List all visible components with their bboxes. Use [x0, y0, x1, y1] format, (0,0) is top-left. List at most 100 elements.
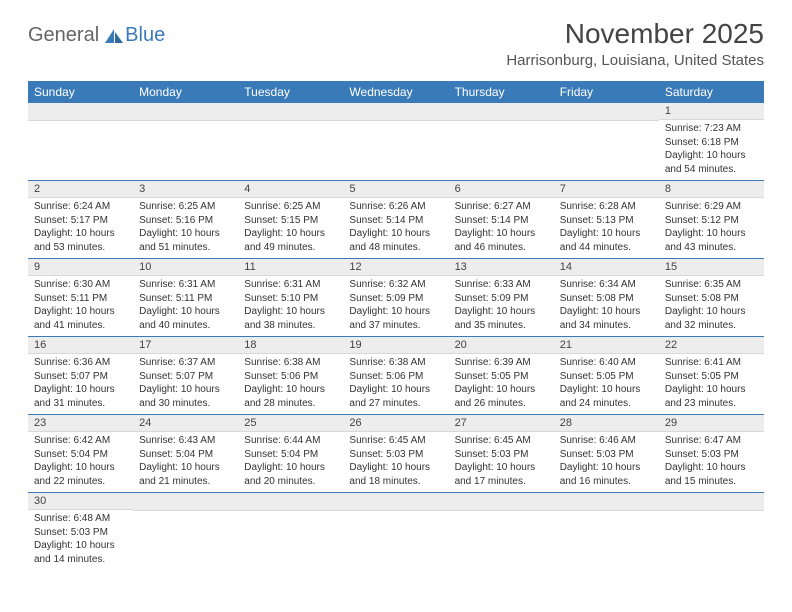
sunrise-line: Sunrise: 6:35 AM — [665, 278, 758, 292]
daylight-line: Daylight: 10 hours and 26 minutes. — [455, 383, 548, 410]
day-number: 8 — [659, 181, 764, 198]
calendar-cell — [343, 493, 448, 571]
day-number — [133, 493, 238, 511]
calendar-cell: 4Sunrise: 6:25 AMSunset: 5:15 PMDaylight… — [238, 181, 343, 259]
daylight-line: Daylight: 10 hours and 28 minutes. — [244, 383, 337, 410]
day-number — [238, 493, 343, 511]
day-details: Sunrise: 6:32 AMSunset: 5:09 PMDaylight:… — [343, 276, 448, 336]
daylight-line: Daylight: 10 hours and 40 minutes. — [139, 305, 232, 332]
day-details: Sunrise: 6:29 AMSunset: 5:12 PMDaylight:… — [659, 198, 764, 258]
daylight-line: Daylight: 10 hours and 35 minutes. — [455, 305, 548, 332]
day-details: Sunrise: 6:31 AMSunset: 5:11 PMDaylight:… — [133, 276, 238, 336]
day-details: Sunrise: 6:48 AMSunset: 5:03 PMDaylight:… — [28, 510, 133, 570]
sunrise-line: Sunrise: 6:30 AM — [34, 278, 127, 292]
calendar-cell: 14Sunrise: 6:34 AMSunset: 5:08 PMDayligh… — [554, 259, 659, 337]
day-header: Tuesday — [238, 81, 343, 103]
day-header: Wednesday — [343, 81, 448, 103]
day-number — [343, 103, 448, 121]
day-number: 25 — [238, 415, 343, 432]
day-number: 18 — [238, 337, 343, 354]
calendar-cell: 12Sunrise: 6:32 AMSunset: 5:09 PMDayligh… — [343, 259, 448, 337]
sunset-line: Sunset: 5:11 PM — [34, 292, 127, 306]
daylight-line: Daylight: 10 hours and 27 minutes. — [349, 383, 442, 410]
day-number: 17 — [133, 337, 238, 354]
daylight-line: Daylight: 10 hours and 54 minutes. — [665, 149, 758, 176]
daylight-line: Daylight: 10 hours and 43 minutes. — [665, 227, 758, 254]
sunrise-line: Sunrise: 6:29 AM — [665, 200, 758, 214]
sunrise-line: Sunrise: 6:45 AM — [455, 434, 548, 448]
sunrise-line: Sunrise: 6:48 AM — [34, 512, 127, 526]
sunrise-line: Sunrise: 6:41 AM — [665, 356, 758, 370]
day-number: 15 — [659, 259, 764, 276]
calendar-cell — [449, 493, 554, 571]
day-number: 26 — [343, 415, 448, 432]
day-details: Sunrise: 6:40 AMSunset: 5:05 PMDaylight:… — [554, 354, 659, 414]
daylight-line: Daylight: 10 hours and 17 minutes. — [455, 461, 548, 488]
day-number — [133, 103, 238, 121]
calendar-week: 1Sunrise: 7:23 AMSunset: 6:18 PMDaylight… — [28, 103, 764, 181]
title-block: November 2025 Harrisonburg, Louisiana, U… — [506, 18, 764, 73]
calendar-cell — [238, 103, 343, 181]
calendar-cell: 13Sunrise: 6:33 AMSunset: 5:09 PMDayligh… — [449, 259, 554, 337]
day-details: Sunrise: 6:35 AMSunset: 5:08 PMDaylight:… — [659, 276, 764, 336]
sunset-line: Sunset: 5:06 PM — [349, 370, 442, 384]
sunrise-line: Sunrise: 6:43 AM — [139, 434, 232, 448]
day-details: Sunrise: 6:25 AMSunset: 5:15 PMDaylight:… — [238, 198, 343, 258]
logo-text-1: General — [28, 24, 99, 47]
sail-icon — [103, 27, 125, 45]
calendar-cell: 2Sunrise: 6:24 AMSunset: 5:17 PMDaylight… — [28, 181, 133, 259]
sunset-line: Sunset: 5:07 PM — [139, 370, 232, 384]
sunset-line: Sunset: 5:09 PM — [349, 292, 442, 306]
day-number: 19 — [343, 337, 448, 354]
sunset-line: Sunset: 5:06 PM — [244, 370, 337, 384]
sunset-line: Sunset: 5:03 PM — [34, 526, 127, 540]
day-number: 3 — [133, 181, 238, 198]
day-number — [554, 493, 659, 511]
daylight-line: Daylight: 10 hours and 51 minutes. — [139, 227, 232, 254]
calendar-cell: 27Sunrise: 6:45 AMSunset: 5:03 PMDayligh… — [449, 415, 554, 493]
day-details: Sunrise: 6:39 AMSunset: 5:05 PMDaylight:… — [449, 354, 554, 414]
sunset-line: Sunset: 5:03 PM — [349, 448, 442, 462]
calendar-cell: 15Sunrise: 6:35 AMSunset: 5:08 PMDayligh… — [659, 259, 764, 337]
day-number: 4 — [238, 181, 343, 198]
day-header: Monday — [133, 81, 238, 103]
daylight-line: Daylight: 10 hours and 38 minutes. — [244, 305, 337, 332]
daylight-line: Daylight: 10 hours and 21 minutes. — [139, 461, 232, 488]
calendar-cell: 24Sunrise: 6:43 AMSunset: 5:04 PMDayligh… — [133, 415, 238, 493]
calendar-cell — [659, 493, 764, 571]
day-number: 29 — [659, 415, 764, 432]
day-number: 30 — [28, 493, 133, 510]
day-details: Sunrise: 6:34 AMSunset: 5:08 PMDaylight:… — [554, 276, 659, 336]
sunrise-line: Sunrise: 7:23 AM — [665, 122, 758, 136]
day-header: Thursday — [449, 81, 554, 103]
sunrise-line: Sunrise: 6:24 AM — [34, 200, 127, 214]
day-number: 28 — [554, 415, 659, 432]
calendar-cell — [133, 493, 238, 571]
daylight-line: Daylight: 10 hours and 48 minutes. — [349, 227, 442, 254]
day-number: 6 — [449, 181, 554, 198]
sunset-line: Sunset: 5:11 PM — [139, 292, 232, 306]
sunrise-line: Sunrise: 6:38 AM — [244, 356, 337, 370]
sunset-line: Sunset: 5:04 PM — [34, 448, 127, 462]
day-number: 22 — [659, 337, 764, 354]
calendar-week: 16Sunrise: 6:36 AMSunset: 5:07 PMDayligh… — [28, 337, 764, 415]
day-details: Sunrise: 6:37 AMSunset: 5:07 PMDaylight:… — [133, 354, 238, 414]
day-details: Sunrise: 6:44 AMSunset: 5:04 PMDaylight:… — [238, 432, 343, 492]
day-details: Sunrise: 6:46 AMSunset: 5:03 PMDaylight:… — [554, 432, 659, 492]
sunset-line: Sunset: 5:03 PM — [455, 448, 548, 462]
calendar-cell: 22Sunrise: 6:41 AMSunset: 5:05 PMDayligh… — [659, 337, 764, 415]
sunset-line: Sunset: 5:03 PM — [560, 448, 653, 462]
daylight-line: Daylight: 10 hours and 20 minutes. — [244, 461, 337, 488]
sunset-line: Sunset: 5:08 PM — [665, 292, 758, 306]
calendar-cell: 25Sunrise: 6:44 AMSunset: 5:04 PMDayligh… — [238, 415, 343, 493]
sunset-line: Sunset: 5:17 PM — [34, 214, 127, 228]
day-details: Sunrise: 6:24 AMSunset: 5:17 PMDaylight:… — [28, 198, 133, 258]
day-number — [449, 493, 554, 511]
day-number: 24 — [133, 415, 238, 432]
sunrise-line: Sunrise: 6:44 AM — [244, 434, 337, 448]
daylight-line: Daylight: 10 hours and 30 minutes. — [139, 383, 232, 410]
calendar-cell — [343, 103, 448, 181]
day-number — [343, 493, 448, 511]
day-details: Sunrise: 6:43 AMSunset: 5:04 PMDaylight:… — [133, 432, 238, 492]
day-details: Sunrise: 6:27 AMSunset: 5:14 PMDaylight:… — [449, 198, 554, 258]
